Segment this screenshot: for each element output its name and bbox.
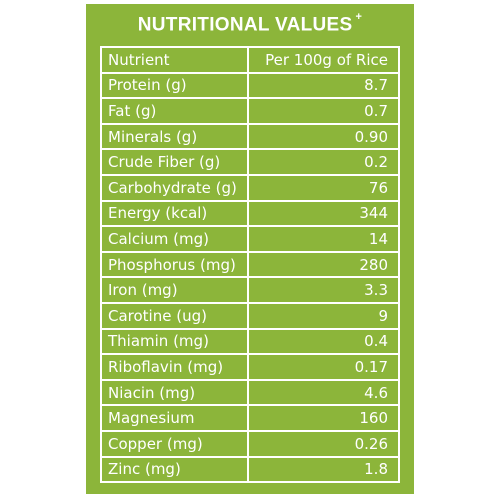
nutrient-value: 0.7	[249, 99, 400, 123]
nutrient-name: Thiamin (mg)	[100, 329, 249, 354]
table-row: Calcium (mg) 14	[100, 227, 400, 253]
nutrient-value: 0.2	[249, 150, 400, 174]
table-row: Riboflavin (mg) 0.17	[100, 355, 400, 381]
nutrient-name: Iron (mg)	[100, 278, 249, 302]
panel-title: NUTRITIONAL VALUES +	[86, 11, 414, 36]
table-row: Crude Fiber (g) 0.2	[100, 150, 400, 176]
nutrient-name: Phosphorus (mg)	[100, 252, 249, 277]
nutrient-value: 76	[249, 175, 400, 200]
nutrient-name: Minerals (g)	[100, 124, 249, 149]
nutrient-value: 0.17	[249, 355, 400, 379]
nutrient-value: 280	[249, 252, 400, 277]
title-mark: +	[355, 11, 363, 23]
table-row: Protein (g) 8.7	[100, 73, 400, 100]
nutrient-value: 9	[249, 303, 400, 328]
nutrient-value: 0.26	[249, 431, 400, 456]
nutrient-value: 14	[249, 227, 400, 251]
table-row: Thiamin (mg) 0.4	[100, 329, 400, 356]
nutrient-name: Fat (g)	[100, 99, 249, 123]
table-row: Minerals (g) 0.90	[100, 124, 400, 151]
nutrient-name: Protein (g)	[100, 73, 249, 98]
table-row: Carotine (ug) 9	[100, 303, 400, 330]
nutrient-name: Copper (mg)	[100, 431, 249, 456]
nutrient-name: Riboflavin (mg)	[100, 355, 249, 379]
table-row: Energy (kcal) 344	[100, 201, 400, 228]
nutrient-name: Zinc (mg)	[100, 457, 249, 482]
nutrient-value: 0.90	[249, 124, 400, 149]
nutrient-value: 8.7	[249, 73, 400, 98]
nutrient-value: 3.3	[249, 278, 400, 302]
table-row: Magnesium 160	[100, 406, 400, 432]
table-header-row: Nutrient Per 100g of Rice	[100, 48, 400, 74]
nutrient-name: Magnesium	[100, 406, 249, 430]
nutrient-value: 344	[249, 201, 400, 226]
table-row: Phosphorus (mg) 280	[100, 252, 400, 279]
nutrient-value: 0.4	[249, 329, 400, 354]
nutrient-value: 160	[249, 406, 400, 430]
title-text: NUTRITIONAL VALUES	[137, 14, 353, 36]
table-row: Carbohydrate (g) 76	[100, 175, 400, 202]
table-row: Zinc (mg) 1.8	[100, 457, 400, 484]
table-row: Niacin (mg) 4.6	[100, 380, 400, 407]
table-row: Fat (g) 0.7	[100, 99, 400, 125]
nutrient-value: 4.6	[249, 380, 400, 405]
header-value: Per 100g of Rice	[249, 48, 400, 72]
nutrition-table: Nutrient Per 100g of Rice Protein (g) 8.7…	[100, 46, 400, 484]
nutrient-name: Energy (kcal)	[100, 201, 249, 226]
nutrient-name: Carbohydrate (g)	[100, 175, 249, 200]
nutrient-value: 1.8	[249, 457, 400, 482]
table-row: Iron (mg) 3.3	[100, 278, 400, 304]
nutrient-name: Crude Fiber (g)	[100, 150, 249, 174]
nutrient-name: Calcium (mg)	[100, 227, 249, 251]
nutrient-name: Niacin (mg)	[100, 380, 249, 405]
header-nutrient: Nutrient	[100, 48, 249, 72]
table-row: Copper (mg) 0.26	[100, 431, 400, 458]
nutrition-panel: NUTRITIONAL VALUES + Nutrient Per 100g of…	[86, 4, 414, 494]
nutrient-name: Carotine (ug)	[100, 303, 249, 328]
